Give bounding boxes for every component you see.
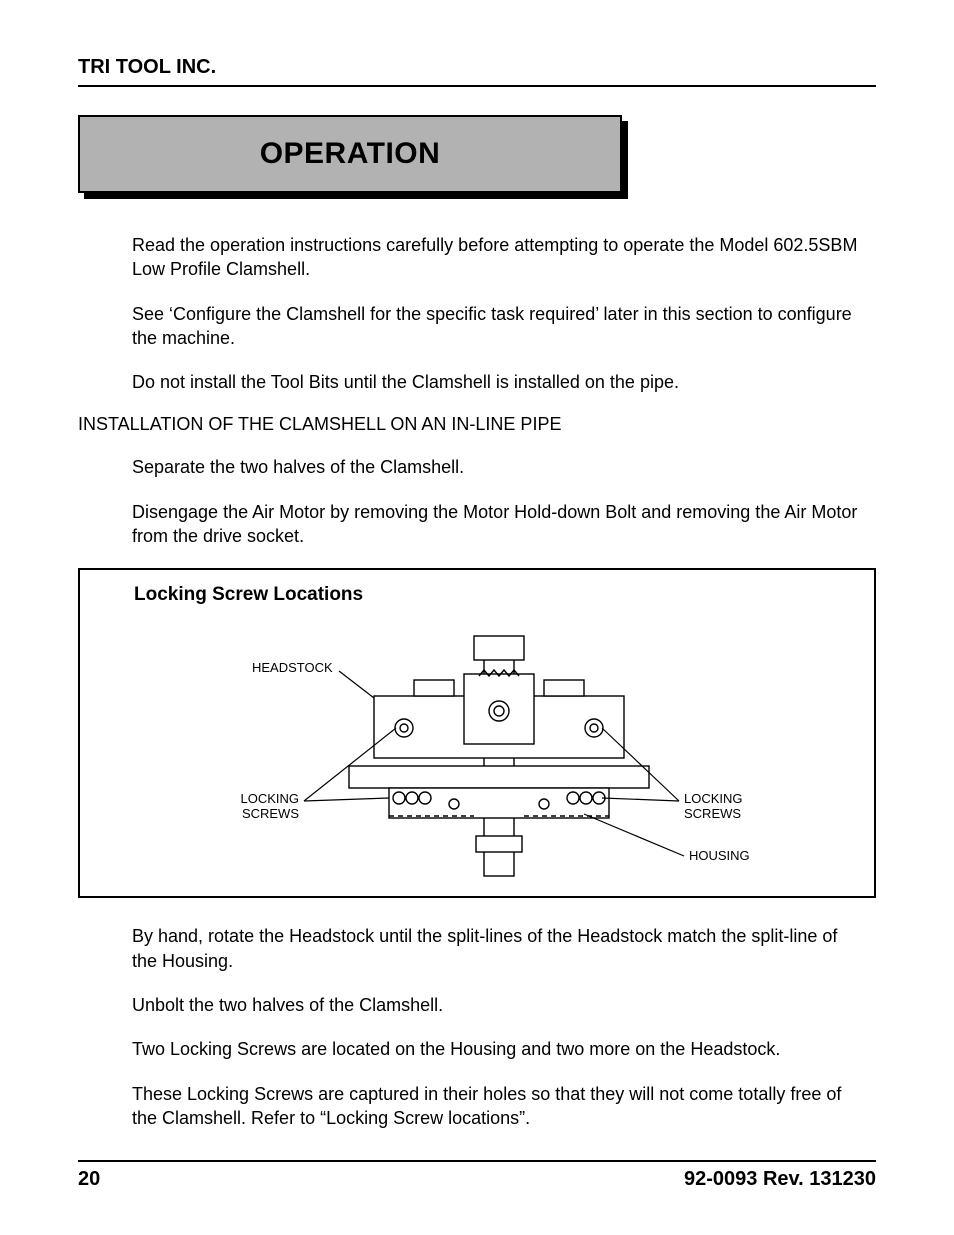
title-box-wrapper: OPERATION: [78, 115, 628, 199]
figure-box: Locking Screw Locations: [78, 568, 876, 898]
page-footer: 20 92-0093 Rev. 131230: [78, 1160, 876, 1191]
title-text: OPERATION: [260, 137, 441, 171]
paragraph: Read the operation instructions carefull…: [132, 233, 866, 282]
paragraph: These Locking Screws are captured in the…: [132, 1082, 866, 1131]
callout-locking-screws-right: LOCKING SCREWS: [684, 792, 743, 821]
diagram-svg: [164, 616, 824, 886]
callout-headstock: HEADSTOCK: [252, 661, 333, 675]
paragraph: By hand, rotate the Headstock until the …: [132, 924, 866, 973]
paragraph: See ‘Configure the Clamshell for the spe…: [132, 302, 866, 351]
paragraph: Separate the two halves of the Clamshell…: [132, 455, 866, 479]
doc-revision: 92-0093 Rev. 131230: [684, 1168, 876, 1191]
paragraph: Do not install the Tool Bits until the C…: [132, 370, 866, 394]
paragraph: Disengage the Air Motor by removing the …: [132, 500, 866, 549]
page: TRI TOOL INC. OPERATION Read the operati…: [0, 0, 954, 1130]
paragraph: Two Locking Screws are located on the Ho…: [132, 1037, 866, 1061]
page-header: TRI TOOL INC.: [78, 56, 876, 87]
title-box: OPERATION: [78, 115, 622, 193]
paragraph: Unbolt the two halves of the Clamshell.: [132, 993, 866, 1017]
callout-locking-screws-left: LOCKING SCREWS: [236, 792, 299, 821]
figure-title: Locking Screw Locations: [134, 584, 854, 606]
diagram: HEADSTOCK LOCKING SCREWS LOCKING SCREWS …: [164, 616, 824, 886]
company-name: TRI TOOL INC.: [78, 56, 216, 78]
page-number: 20: [78, 1168, 100, 1191]
callout-housing: HOUSING: [689, 849, 750, 863]
section-heading: INSTALLATION OF THE CLAMSHELL ON AN IN-L…: [78, 414, 876, 435]
